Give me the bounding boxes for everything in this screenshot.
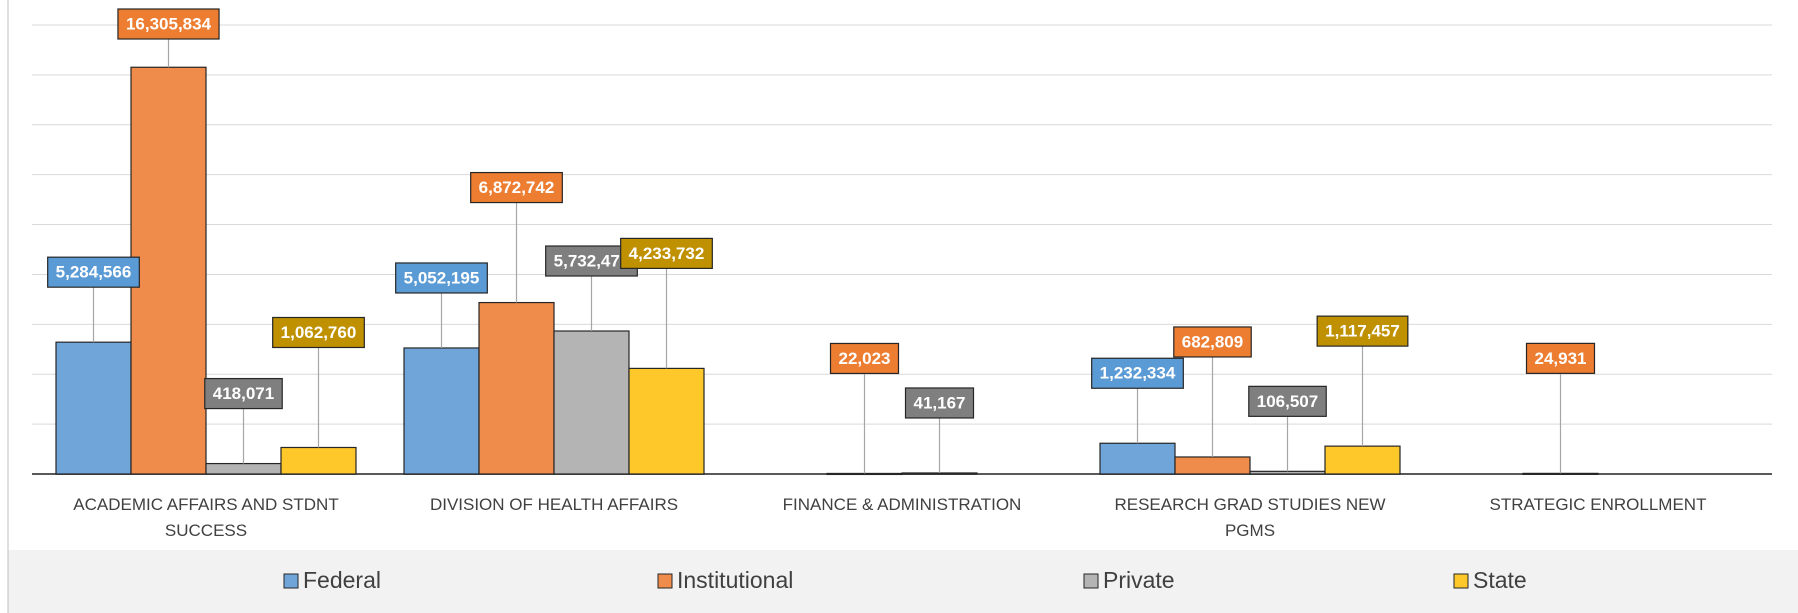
data-label: 682,809 — [1182, 332, 1243, 351]
bar — [826, 472, 903, 476]
data-label-box — [620, 237, 713, 269]
data-label: 1,117,457 — [1325, 322, 1400, 341]
bar — [901, 472, 978, 475]
bar — [1249, 470, 1326, 475]
data-label-box — [829, 342, 900, 375]
legend-label: Private — [1103, 567, 1175, 593]
legend-swatch — [283, 573, 299, 589]
x-tick-label: FINANCE & ADMINISTRATION — [782, 495, 1022, 514]
data-label-box — [117, 8, 220, 40]
data-label-box — [1091, 357, 1184, 389]
legend-label: State — [1473, 567, 1527, 593]
data-label-box — [1248, 385, 1327, 417]
bar — [553, 330, 630, 475]
data-label: 24,931 — [1535, 349, 1587, 368]
legend-swatch — [1083, 573, 1099, 589]
legend-label: Federal — [303, 567, 381, 593]
data-label: 4,233,732 — [629, 244, 705, 263]
data-label: 5,284,566 — [56, 263, 132, 282]
data-label-box — [204, 377, 283, 410]
data-label: 1,232,334 — [1100, 364, 1176, 383]
data-label-box — [1173, 326, 1252, 358]
bar — [403, 347, 480, 475]
data-label: 22,023 — [839, 349, 891, 368]
data-label: 1,062,760 — [281, 323, 357, 342]
data-label: 5,052,195 — [404, 268, 480, 287]
data-label-box — [47, 256, 140, 288]
legend-swatch — [657, 573, 673, 589]
x-tick-label: RESEARCH GRAD STUDIES NEW PGMS — [1114, 495, 1386, 540]
bar — [1324, 445, 1401, 475]
bar — [628, 367, 705, 475]
data-label-box — [1525, 342, 1596, 374]
data-label-box — [1316, 315, 1409, 347]
bar — [55, 341, 132, 475]
legend-swatch — [1453, 573, 1469, 589]
data-label: 41,167 — [914, 393, 966, 412]
data-label: 5,732,472 — [554, 251, 630, 270]
x-tick-label: DIVISION OF HEALTH AFFAIRS — [429, 495, 679, 514]
bar — [280, 446, 357, 475]
data-label: 6,872,742 — [479, 178, 555, 197]
data-label: 106,507 — [1257, 392, 1318, 411]
bar — [1522, 472, 1599, 475]
bar — [478, 301, 555, 475]
x-tick-label: ACADEMIC AFFAIRS AND STDNT SUCCESS — [73, 495, 339, 540]
x-tick-label: STRATEGIC ENROLLMENT — [1489, 495, 1707, 514]
legend-band — [8, 550, 1798, 613]
bar — [130, 66, 207, 475]
bar — [1099, 442, 1176, 475]
legend-label: Institutional — [677, 567, 793, 593]
data-label-box — [395, 262, 488, 294]
bar — [205, 462, 282, 475]
data-label-box — [272, 316, 365, 349]
data-label-box — [904, 387, 975, 419]
data-label: 418,071 — [213, 384, 274, 403]
data-label: 16,305,834 — [126, 14, 212, 33]
data-label-box — [470, 171, 563, 204]
bar — [1174, 456, 1251, 475]
